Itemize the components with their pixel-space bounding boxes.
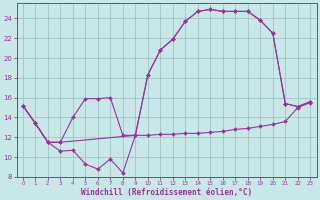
X-axis label: Windchill (Refroidissement éolien,°C): Windchill (Refroidissement éolien,°C) <box>81 188 252 197</box>
